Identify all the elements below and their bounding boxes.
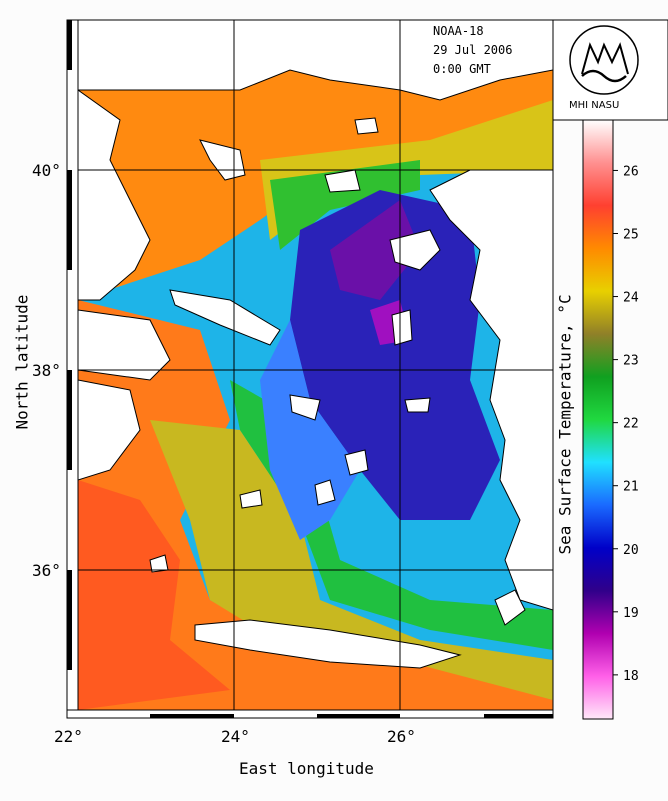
map-graticule xyxy=(78,20,553,710)
colorbar-tick-label: 20 xyxy=(623,543,639,558)
colorbar-tick-label: 24 xyxy=(623,291,639,306)
x-tick-26: 26° xyxy=(387,727,416,746)
sea-yellow-band xyxy=(150,420,553,700)
colorbar-ticks: 26 25 24 23 22 21 20 19 18 xyxy=(613,164,639,684)
longitude-scale-strip xyxy=(66,709,554,719)
sea-coldest-core xyxy=(330,200,420,300)
land-greece-mainland xyxy=(78,89,151,301)
y-tick-40: 40° xyxy=(32,161,61,180)
land-peloponnese xyxy=(78,379,141,481)
colorbar: 26 25 24 23 22 21 20 19 18 xyxy=(582,119,639,720)
date-label: 29 Jul 2006 xyxy=(433,43,513,57)
colorbar-fill xyxy=(582,119,614,720)
colorbar-tick-label: 22 xyxy=(623,417,639,432)
colorbar-tick-label: 26 xyxy=(623,164,639,179)
land-thasos xyxy=(354,117,379,135)
land-euboea xyxy=(169,289,281,346)
sea-green-band xyxy=(230,380,553,650)
land-anatolia xyxy=(429,169,553,611)
land-lesbos xyxy=(389,229,441,271)
land-chios xyxy=(391,309,413,346)
satellite-label: NOAA-18 xyxy=(433,24,484,38)
colorbar-label: Sea Surface Temperature, °C xyxy=(555,294,575,555)
land-crete xyxy=(194,619,462,669)
land-milos xyxy=(239,489,263,509)
land-thrace-north xyxy=(78,20,553,101)
colorbar-tick-label: 21 xyxy=(623,480,639,495)
time-label: 0:00 GMT xyxy=(433,62,491,76)
colorbar-tick-label: 25 xyxy=(623,227,639,242)
y-tick-36: 36° xyxy=(32,561,61,580)
mhi-logo xyxy=(552,19,668,121)
logo-label: MHI NASU xyxy=(569,100,620,111)
y-tick-38: 38° xyxy=(32,361,61,380)
latitude-scale-strip xyxy=(66,19,79,711)
image-header: NOAA-18 29 Jul 2006 0:00 GMT xyxy=(433,22,512,79)
land-lemnos xyxy=(324,169,361,193)
land-samos xyxy=(404,397,431,413)
land-andros xyxy=(289,394,321,421)
sea-blue-ring xyxy=(260,320,360,540)
colorbar-tick-label: 18 xyxy=(623,669,639,684)
land-rhodes xyxy=(494,589,526,626)
landmasses xyxy=(78,20,553,669)
x-axis-label: East longitude xyxy=(239,759,374,778)
y-axis-label: North latitude xyxy=(12,294,32,430)
sea-warm-south xyxy=(78,480,230,710)
x-tick-22: 22° xyxy=(54,727,83,746)
sea-warm-west xyxy=(78,300,553,710)
land-ikaria xyxy=(344,449,369,476)
colorbar-tick-label: 19 xyxy=(623,606,639,621)
map-panel xyxy=(78,20,553,710)
x-tick-24: 24° xyxy=(221,727,250,746)
colorbar-tick-label: 23 xyxy=(623,354,639,369)
land-naxos xyxy=(314,479,336,506)
